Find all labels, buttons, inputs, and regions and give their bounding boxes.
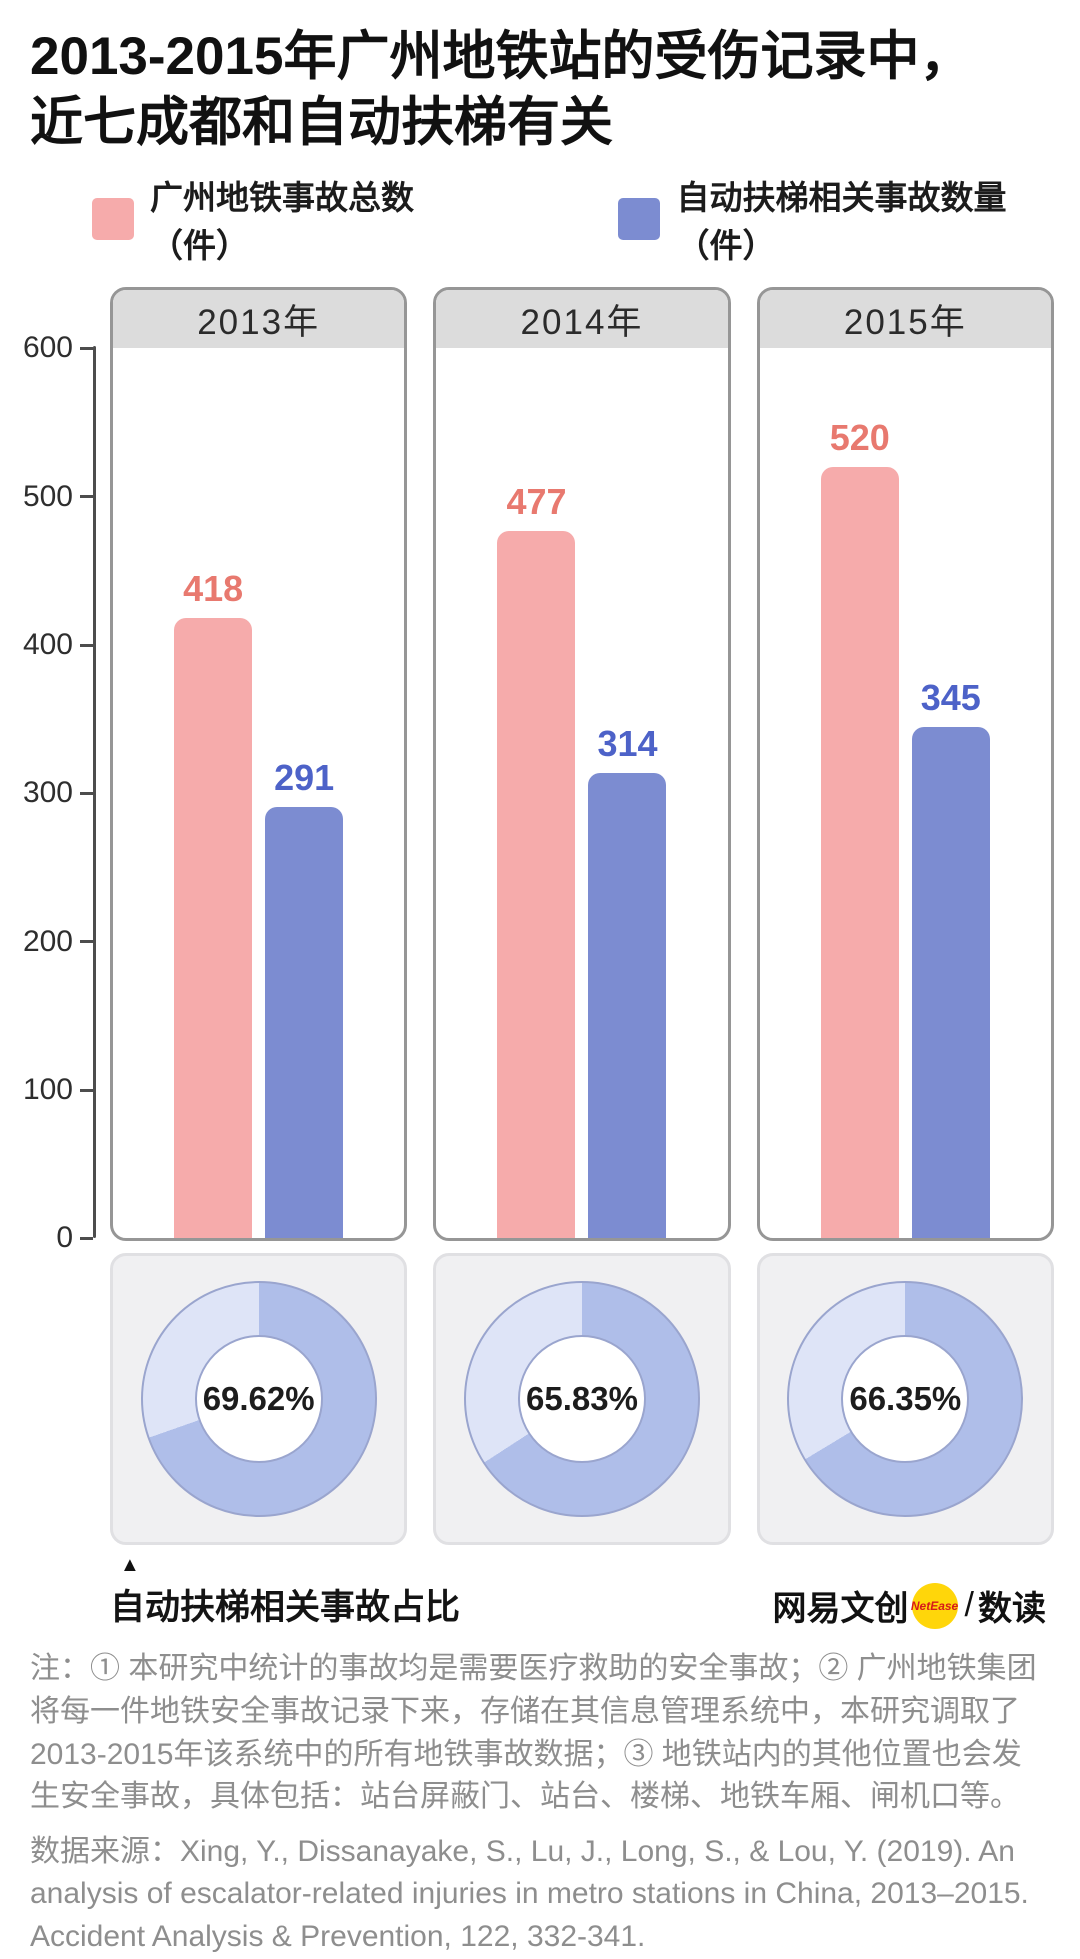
panel-col: 2015年 520 345 [756, 287, 1054, 1546]
source-note: 数据来源：Xing, Y., Dissanayake, S., Lu, J., … [30, 1834, 1029, 1953]
title-line-2: 近七成都和自动扶梯有关 [30, 92, 613, 152]
year-card-2015: 2015年 520 345 [756, 287, 1054, 1242]
y-tick-label: 600 [22, 331, 73, 365]
y-tick: 500 [23, 480, 93, 514]
brand-shudu: 数读 [978, 1590, 1046, 1629]
tick-mark [80, 791, 93, 795]
y-tick: 600 [23, 331, 93, 365]
donut-card: 65.83% [433, 1253, 731, 1546]
y-tick-label: 400 [22, 628, 73, 662]
y-tick: 300 [23, 776, 93, 810]
brand-netease-wenchuang: 网易文创 [772, 1590, 909, 1629]
legend-swatch [92, 198, 134, 241]
bar-group-escalator: 314 [588, 348, 667, 1239]
bar-group-total: 520 [820, 348, 899, 1239]
donut-hole: 69.62% [194, 1335, 323, 1464]
bar-total [820, 467, 899, 1239]
bar-total [174, 618, 253, 1239]
tick-mark [80, 495, 93, 499]
tick-mark [80, 940, 93, 944]
donut-hole: 65.83% [517, 1335, 646, 1464]
legend-label: 广州地铁事故总数（件） [150, 179, 414, 265]
y-axis: 600 500 400 300 200 100 0 [23, 331, 96, 1254]
bar-group-escalator: 345 [911, 348, 990, 1239]
tick-mark [80, 643, 93, 647]
caption-row: ▲ 自动扶梯相关事故占比 网易文创 NetEase / 数读 [26, 1555, 1054, 1630]
y-tick-label: 300 [22, 776, 73, 810]
bar-value-label-total: 477 [506, 480, 567, 522]
y-axis-line [93, 346, 96, 1239]
donut-hole: 66.35% [841, 1335, 970, 1464]
year-header: 2014年 [436, 290, 728, 349]
y-tick-label: 500 [22, 479, 73, 513]
tick-mark [80, 346, 93, 350]
donut-caption: ▲ 自动扶梯相关事故占比 [110, 1555, 460, 1630]
bar-value-label-escalator: 345 [920, 676, 981, 718]
donut-caption-label: 自动扶梯相关事故占比 [110, 1588, 461, 1628]
bar-value-label-escalator: 314 [597, 722, 658, 764]
year-header: 2013年 [113, 290, 405, 349]
bar-plot: 477 314 [436, 348, 727, 1239]
panel-col: 2014年 477 314 [433, 287, 731, 1546]
netease-badge-text: NetEase [910, 1598, 959, 1613]
title-line-1: 2013-2015年广州地铁站的受伤记录中， [30, 27, 973, 86]
donut-chart: 69.62% [140, 1281, 377, 1518]
footnote: 注：① 本研究中统计的事故均是需要医疗救助的安全事故；② 广州地铁集团将每一件地… [30, 1652, 1037, 1814]
legend-item-escalator: 自动扶梯相关事故数量（件） [618, 171, 1054, 267]
legend-item-total: 广州地铁事故总数（件） [92, 171, 468, 267]
bar-plot: 520 345 [760, 348, 1051, 1239]
page-title: 2013-2015年广州地铁站的受伤记录中， 近七成都和自动扶梯有关 [30, 24, 1054, 155]
y-tick-label: 100 [22, 1073, 73, 1107]
bar-escalator [588, 772, 667, 1239]
netease-logo-badge: NetEase [910, 1582, 959, 1629]
chart-area: 600 500 400 300 200 100 0 2013年 418 [23, 287, 1054, 1546]
brand-slash: / [964, 1586, 974, 1625]
panel-col: 2013年 418 291 [110, 287, 408, 1546]
y-tick: 100 [23, 1073, 93, 1107]
bar-escalator [911, 726, 990, 1239]
legend: 广州地铁事故总数（件） 自动扶梯相关事故数量（件） [92, 171, 1054, 267]
donut-percentage: 69.62% [202, 1380, 315, 1418]
year-panels: 2013年 418 291 [110, 287, 1054, 1546]
bar-group-total: 477 [497, 348, 576, 1239]
year-card-2013: 2013年 418 291 [110, 287, 408, 1242]
bar-value-label-escalator: 291 [274, 756, 335, 798]
triangle-up-icon: ▲ [120, 1554, 140, 1577]
bar-group-escalator: 291 [265, 348, 344, 1239]
year-card-2014: 2014年 477 314 [433, 287, 731, 1242]
legend-swatch [618, 198, 661, 241]
donut-percentage: 65.83% [526, 1380, 638, 1418]
bar-group-total: 418 [174, 348, 253, 1239]
donut-chart: 65.83% [463, 1281, 700, 1518]
y-tick: 0 [29, 1221, 93, 1255]
bar-plot: 418 291 [113, 348, 404, 1239]
y-tick-label: 200 [22, 924, 73, 958]
year-header: 2015年 [759, 290, 1051, 349]
donut-card: 66.35% [756, 1253, 1054, 1546]
bar-value-label-total: 520 [829, 417, 890, 459]
legend-label: 自动扶梯相关事故数量（件） [676, 179, 1007, 265]
bar-total [497, 530, 576, 1239]
y-tick: 200 [23, 925, 93, 959]
brand: 网易文创 NetEase / 数读 [773, 1581, 1046, 1630]
donut-percentage: 66.35% [849, 1380, 962, 1418]
y-tick: 400 [23, 628, 93, 662]
donut-card: 69.62% [110, 1253, 408, 1546]
y-tick-label: 0 [56, 1221, 73, 1255]
bar-value-label-total: 418 [183, 568, 244, 610]
donut-chart: 66.35% [787, 1281, 1024, 1518]
bar-escalator [265, 806, 344, 1239]
tick-mark [80, 1088, 93, 1092]
tick-mark [80, 1236, 93, 1240]
